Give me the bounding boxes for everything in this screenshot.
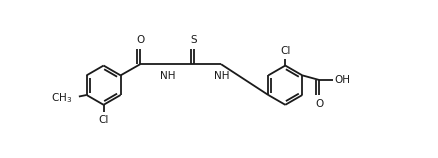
Text: S: S — [191, 35, 198, 45]
Text: NH: NH — [160, 71, 176, 81]
Text: CH$_3$: CH$_3$ — [51, 91, 72, 105]
Text: Cl: Cl — [99, 115, 109, 125]
Text: O: O — [315, 99, 323, 109]
Text: OH: OH — [335, 75, 351, 85]
Text: O: O — [136, 35, 145, 45]
Text: NH: NH — [214, 71, 230, 81]
Text: Cl: Cl — [280, 46, 290, 55]
